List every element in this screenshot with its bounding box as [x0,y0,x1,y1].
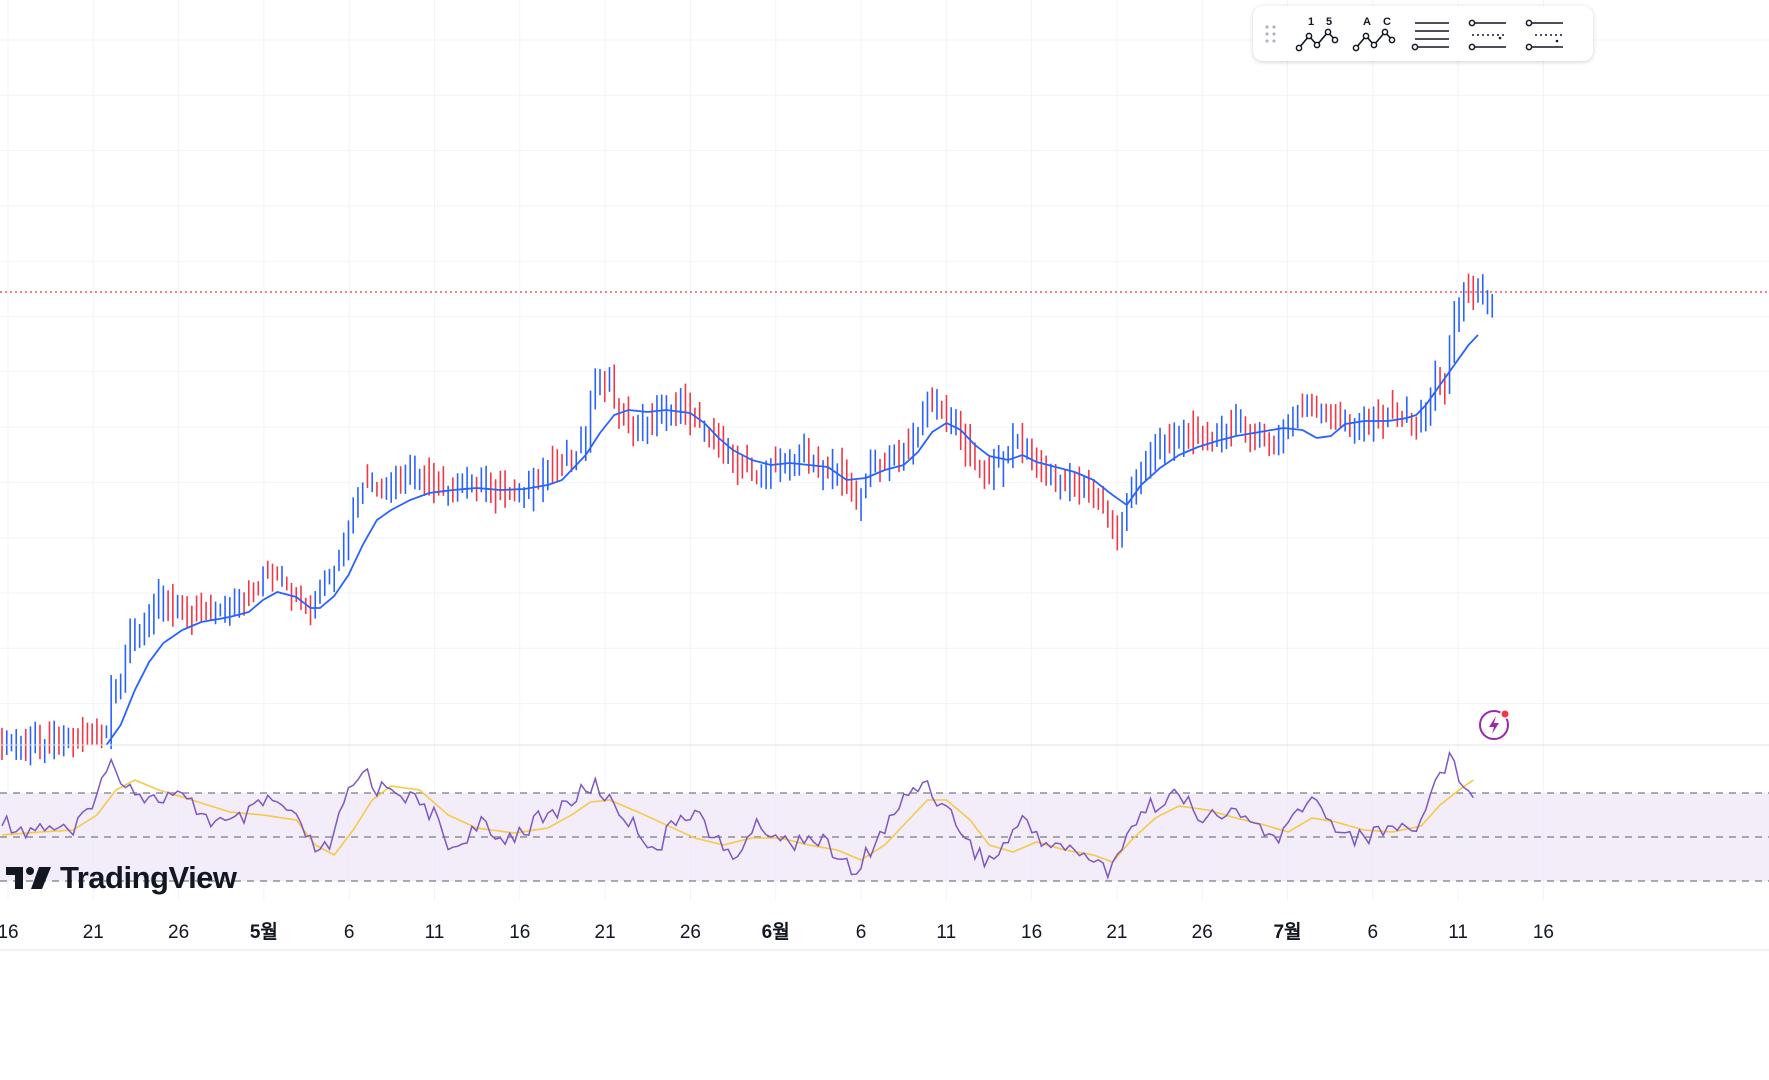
lettered-pattern-button[interactable]: A C [1350,14,1396,54]
lines-dots-icon [1468,19,1506,50]
svg-text:1: 1 [1308,16,1314,28]
numbered-pattern-icon: 1 5 [1295,16,1339,51]
numbered-pattern-button[interactable]: 1 5 [1293,14,1339,54]
x-tick-label: 11 [1448,922,1468,943]
x-tick-label: 5월 [250,921,278,943]
lettered-pattern-icon: A C [1352,16,1396,51]
svg-text:5: 5 [1326,16,1332,28]
x-tick-label: 16 [0,922,19,943]
svg-text:A: A [1363,16,1371,28]
tradingview-logo[interactable]: TradingView [6,858,237,898]
x-tick-label: 6 [856,922,867,943]
lines-dots-alt-icon [1525,19,1563,50]
lightning-icon [1479,709,1510,740]
time-axis[interactable]: 16 21 26 5월 6 11 16 21 26 6월 6 11 16 21 26 7월 6 11 16 [0,921,1769,951]
x-tick-label: 16 [509,922,530,943]
x-tick-label: 16 [1021,922,1042,943]
horizontal-lines-button[interactable] [1407,14,1453,54]
x-tick-label: 21 [595,922,616,943]
x-tick-label: 6월 [762,921,790,943]
moving-average-line [105,334,1479,746]
x-tick-label: 26 [1192,922,1213,943]
rsi-indicator-line [1,750,1474,880]
drawing-toolbar: 1 5 A C [1253,6,1593,61]
lines-dots-alt-button[interactable] [1521,14,1567,54]
ma-line [105,334,1479,746]
tradingview-wordmark: TradingView [60,860,237,895]
x-tick-label: 11 [936,922,956,943]
x-tick-label: 11 [425,922,445,943]
x-tick-label: 6 [1368,922,1379,943]
svg-text:C: C [1383,16,1391,28]
x-tick-label: 21 [1106,922,1127,943]
candlestick-series [1,273,1494,766]
rsi-band [0,792,1769,882]
drag-handle-icon[interactable] [1263,23,1279,45]
x-tick-label: 26 [168,922,189,943]
lightning-alert-button[interactable] [1477,706,1513,742]
chart-grid [0,0,1769,900]
x-tick-label: 7월 [1273,921,1301,943]
x-tick-label: 16 [1533,922,1554,943]
x-tick-label: 21 [83,922,104,943]
x-tick-label: 26 [680,922,701,943]
rsi-line [1,750,1474,880]
lines-dots-button[interactable] [1464,14,1510,54]
tradingview-logo-mark [6,867,51,889]
x-tick-label: 6 [344,922,355,943]
horizontal-lines-icon [1411,21,1449,50]
